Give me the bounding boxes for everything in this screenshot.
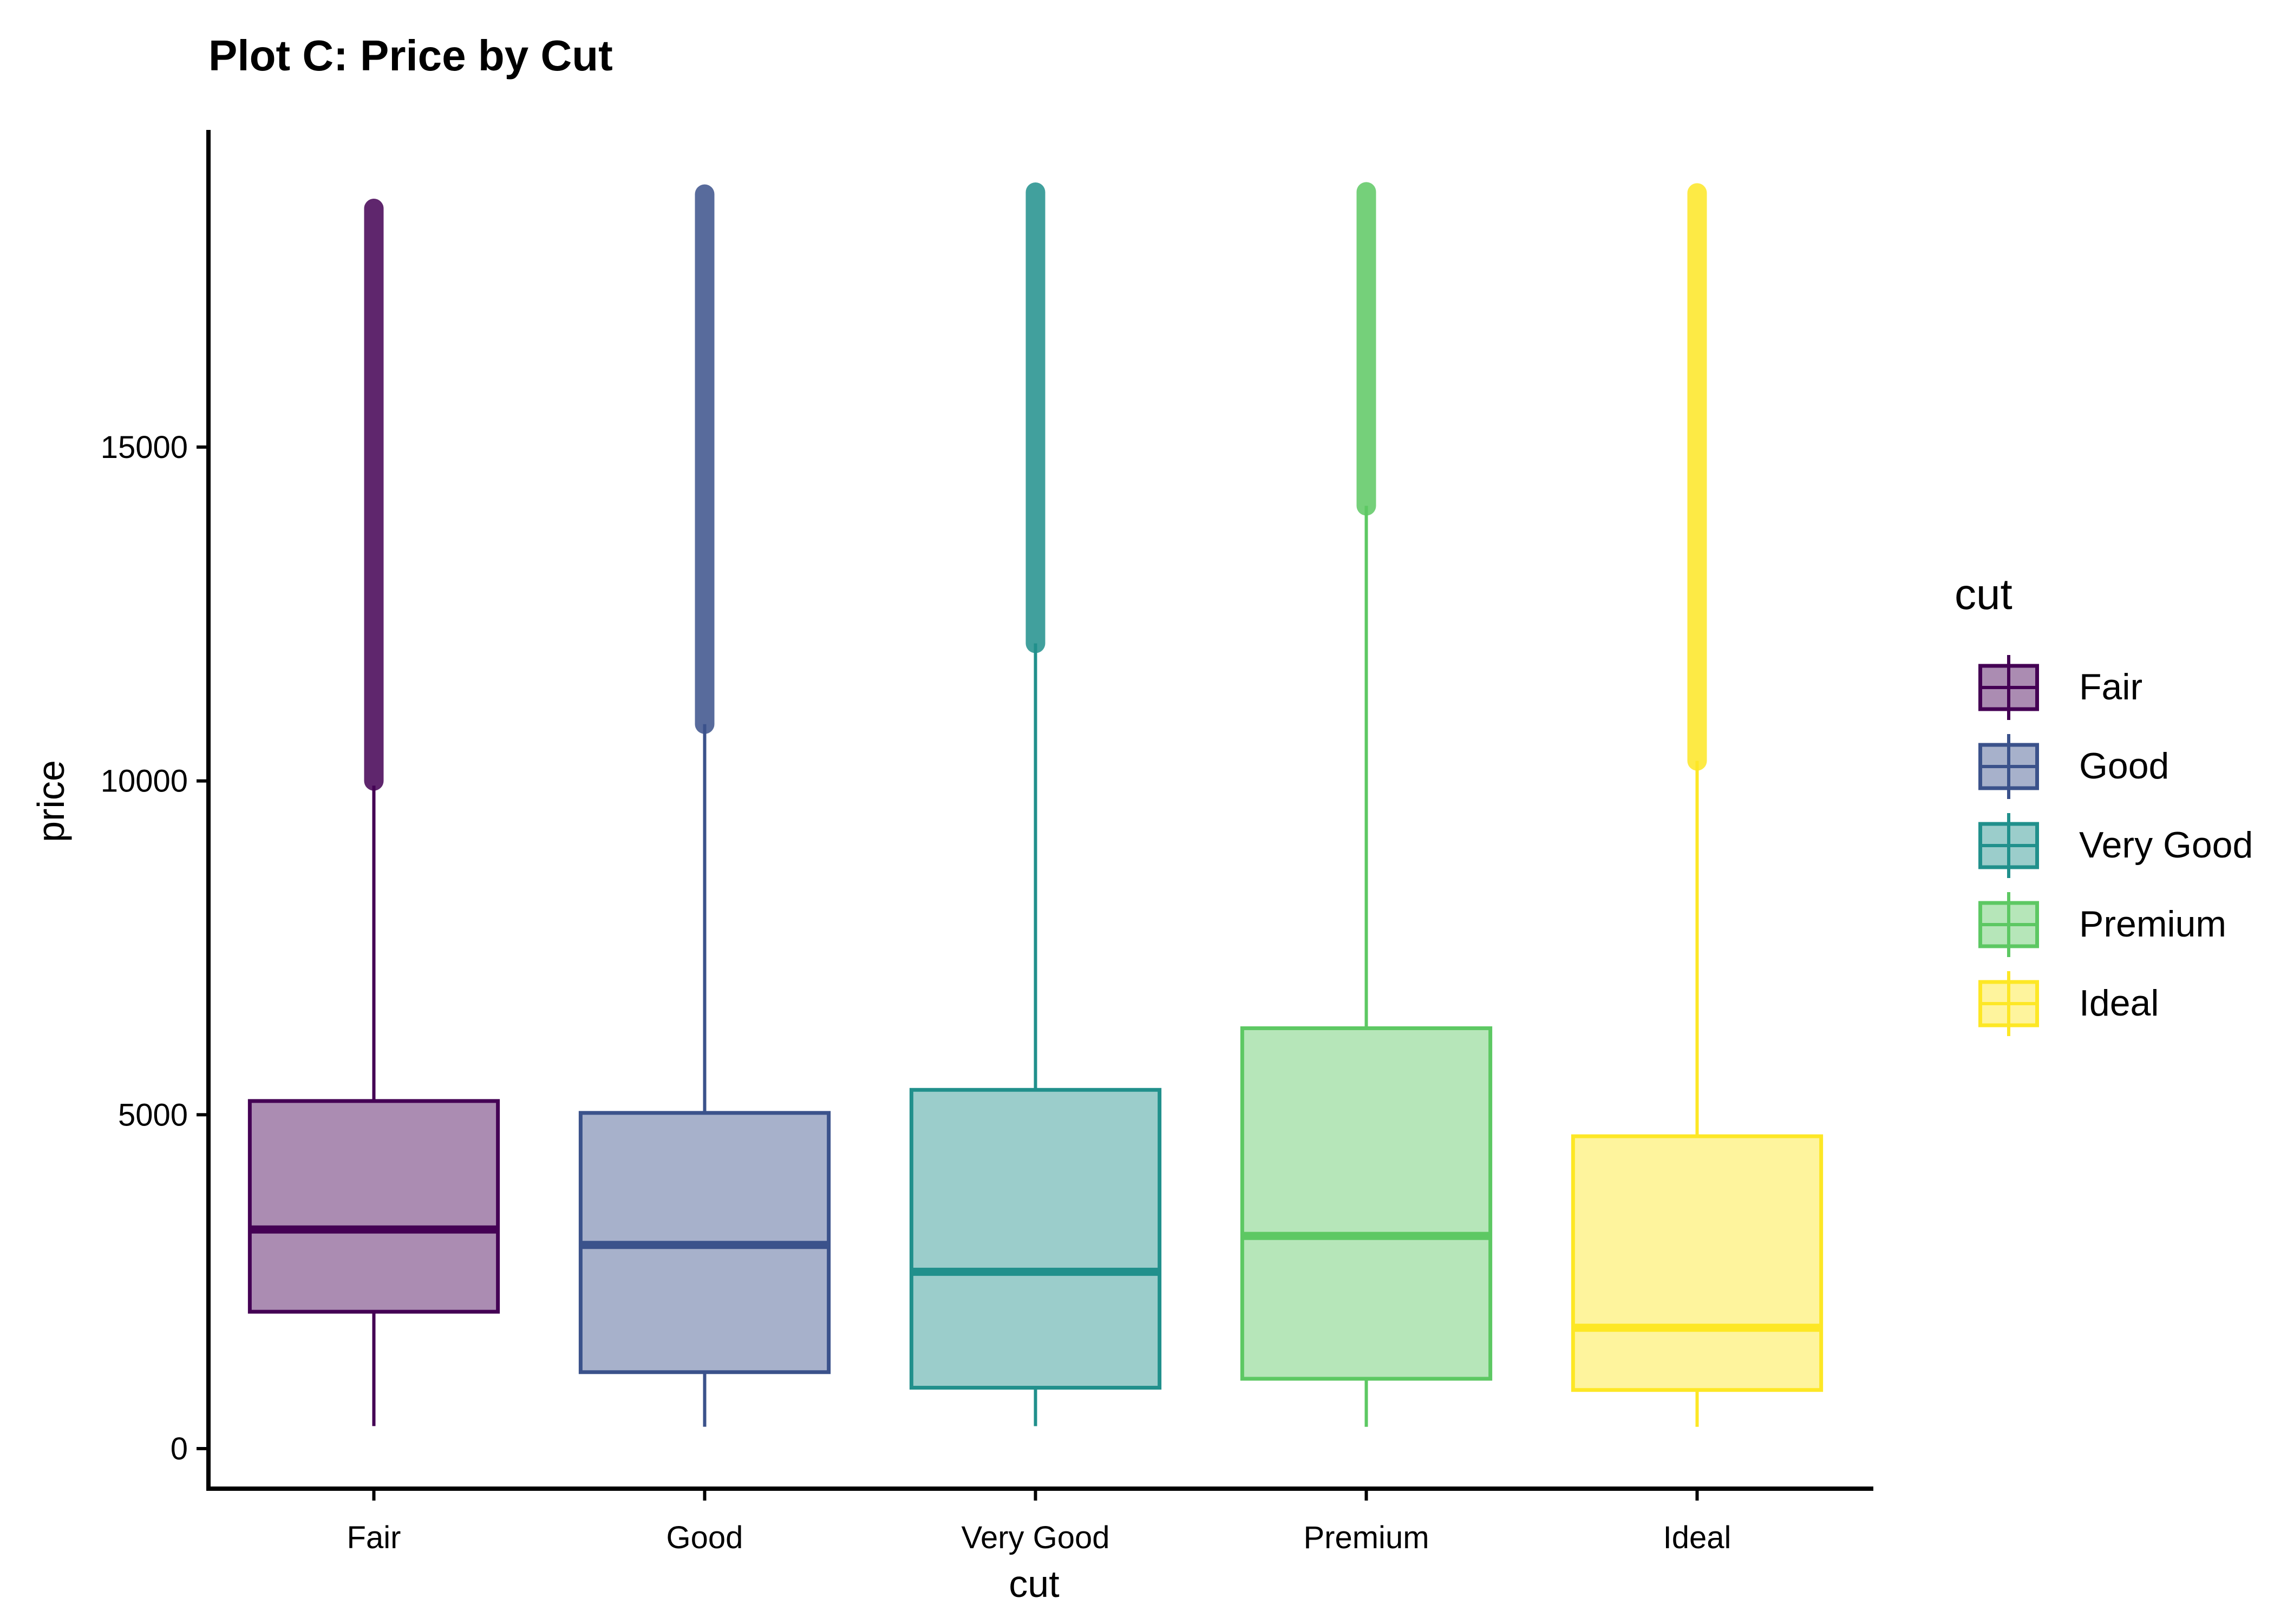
legend-item-fair: Fair	[1978, 655, 2142, 720]
axes: Fair Good Very Good Premium Ideal 0 5000 10000 1…	[101, 130, 1873, 1555]
y-tick-label: 15000	[101, 430, 188, 465]
legend-label: Fair	[2079, 666, 2142, 708]
box-group-premium	[1240, 182, 1493, 1427]
box-body	[247, 1099, 500, 1314]
box-body	[1240, 1026, 1493, 1381]
box-group-very-good	[909, 182, 1162, 1426]
box-body	[909, 1088, 1162, 1390]
legend: cut Fair Good Very Good Premium Ideal	[1955, 570, 2253, 1036]
legend-label: Premium	[2079, 903, 2226, 945]
x-tick-label: Very Good	[961, 1520, 1109, 1555]
plot-area	[247, 182, 1824, 1427]
box-group-good	[578, 184, 831, 1427]
y-axis-title: price	[30, 760, 72, 842]
y-tick-label: 10000	[101, 764, 188, 799]
x-tick-label: Premium	[1303, 1520, 1429, 1555]
box-group-ideal	[1571, 183, 1824, 1427]
y-tick-label: 0	[171, 1431, 188, 1466]
legend-label: Good	[2079, 745, 2169, 787]
legend-label: Very Good	[2079, 824, 2253, 866]
legend-item-premium: Premium	[1978, 892, 2226, 957]
legend-item-very-good: Very Good	[1978, 813, 2253, 878]
legend-title: cut	[1955, 570, 2012, 618]
box-body	[1571, 1134, 1824, 1392]
chart-title: Plot C: Price by Cut	[208, 31, 613, 80]
x-tick-label: Good	[666, 1520, 743, 1555]
y-tick-label: 5000	[118, 1097, 188, 1132]
box-group-fair	[247, 199, 500, 1426]
legend-label: Ideal	[2079, 983, 2159, 1024]
x-tick-label: Fair	[347, 1520, 401, 1555]
legend-item-good: Good	[1978, 734, 2169, 799]
x-axis-title: cut	[1009, 1563, 1059, 1605]
x-tick-label: Ideal	[1663, 1520, 1731, 1555]
legend-item-ideal: Ideal	[1978, 971, 2159, 1036]
